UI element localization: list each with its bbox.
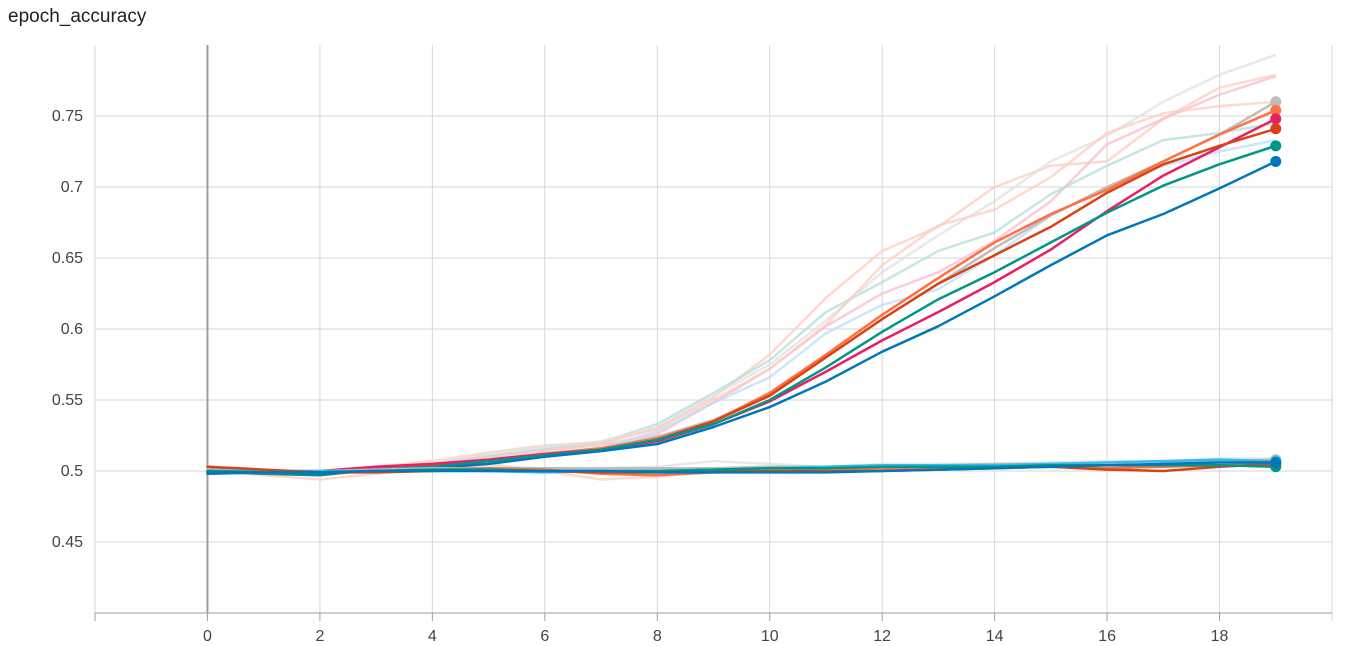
grid [94, 45, 1333, 621]
series-end-point [1270, 155, 1282, 167]
raw-series-line [207, 121, 1277, 477]
series-line [206, 461, 1278, 474]
y-tick-label: 0.6 [61, 321, 83, 338]
series-line [206, 109, 1278, 476]
smoothed-series-layer [206, 100, 1278, 477]
y-tick-label: 0.7 [61, 179, 83, 196]
y-tick-label: 0.55 [52, 392, 83, 409]
y-tick-label: 0.5 [61, 463, 83, 480]
series-end-point [1270, 140, 1282, 152]
series-line [206, 117, 1278, 474]
y-tick-label: 0.75 [52, 108, 83, 125]
x-tick-label: 6 [540, 628, 549, 645]
series-line [206, 144, 1278, 477]
series-end-point [1270, 123, 1282, 135]
x-tick-label: 2 [315, 628, 324, 645]
y-tick-label: 0.45 [52, 534, 83, 551]
chart-title: epoch_accuracy [8, 6, 147, 27]
x-tick-label: 16 [1098, 628, 1116, 645]
endpoint-markers [1270, 96, 1282, 473]
x-tick-label: 10 [761, 628, 779, 645]
x-tick-label: 18 [1211, 628, 1229, 645]
x-tick-label: 8 [653, 628, 662, 645]
tick-labels: 0.45 0.5 0.55 0.6 0.65 0.7 0.75 0 2 4 6 8 10 12 14 16 18 [52, 108, 1229, 645]
raw-series-line [207, 138, 1277, 476]
axes [94, 45, 1332, 621]
series-end-point [1270, 456, 1282, 468]
y-tick-label: 0.65 [52, 250, 83, 267]
raw-series-line [207, 75, 1277, 476]
series-end-point [1270, 104, 1282, 116]
x-tick-label: 14 [986, 628, 1004, 645]
series-end-point [1270, 96, 1282, 108]
x-tick-label: 4 [428, 628, 437, 645]
x-tick-label: 12 [873, 628, 891, 645]
series-line [206, 127, 1278, 476]
series-end-point [1270, 113, 1282, 125]
x-tick-label: 0 [203, 628, 212, 645]
